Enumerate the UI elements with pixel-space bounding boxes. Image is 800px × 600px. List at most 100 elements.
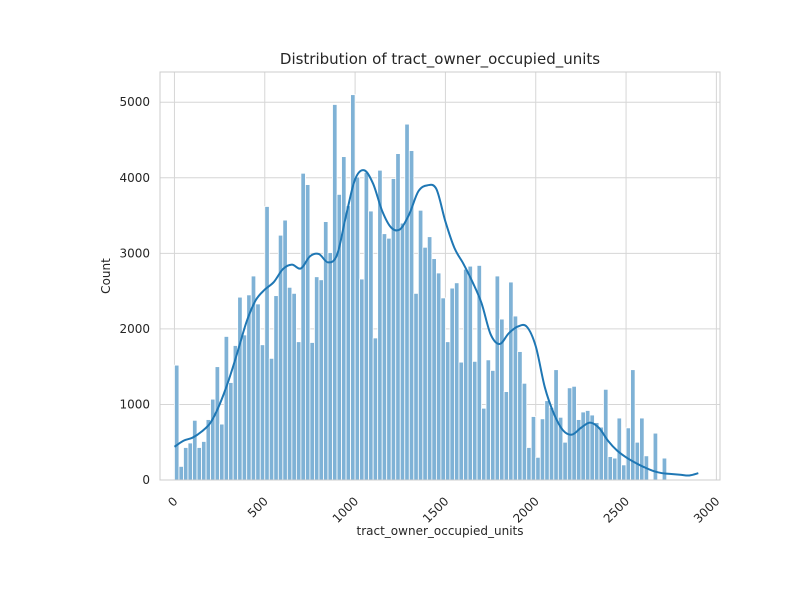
histogram-bar [521, 382, 528, 481]
histogram-bar [463, 268, 469, 481]
histogram-bar [454, 282, 460, 481]
histogram-bar [661, 457, 668, 481]
histogram-bar [616, 417, 622, 481]
histogram-bar [634, 441, 641, 481]
histogram-bar [223, 336, 230, 481]
histogram-bar [282, 219, 288, 481]
histogram-bar [485, 359, 491, 481]
histogram-bar [286, 286, 293, 481]
histogram-bar [359, 278, 365, 481]
histogram-bar [458, 361, 464, 481]
histogram-bar [300, 172, 306, 481]
histogram-bar [598, 426, 604, 481]
histogram-bar [431, 258, 437, 481]
histogram-bar [350, 94, 356, 481]
histogram-bar [494, 275, 501, 481]
histogram-bar [201, 441, 207, 481]
histogram-bar [174, 364, 180, 481]
histogram-bar [341, 156, 347, 481]
histogram-bar [435, 272, 442, 481]
histogram-bar [219, 423, 225, 481]
histogram-bar [449, 287, 455, 481]
histogram-bar [585, 410, 591, 481]
plot-frame [159, 71, 721, 481]
histogram-bar [422, 246, 428, 481]
histogram-bar [210, 398, 216, 481]
y-tick-labels: 0 1000 2000 3000 4000 5000 [119, 95, 150, 487]
histogram-bar [205, 419, 211, 481]
histogram-bar [363, 172, 370, 481]
histogram-bar [178, 465, 184, 481]
histogram-bar [354, 176, 361, 481]
histogram-bar [535, 456, 541, 481]
histogram-bar [264, 206, 270, 481]
histogram-bar [553, 369, 559, 481]
histogram-bar [426, 236, 433, 481]
histogram-bar [246, 294, 252, 481]
y-tick-label: 2000 [119, 322, 150, 336]
histogram-bar [512, 315, 519, 481]
histogram-bar [490, 370, 496, 481]
histogram-bar [241, 334, 248, 481]
histogram-bar [345, 205, 351, 481]
histogram-bar [639, 417, 645, 481]
histogram-bar [377, 169, 383, 481]
histogram-bar [291, 292, 297, 481]
histogram-bar [237, 296, 243, 481]
histogram-bar [196, 447, 202, 481]
histogram-bar [612, 457, 618, 481]
histogram-bar [386, 237, 392, 481]
histogram-bar [467, 265, 473, 481]
histogram-bar [607, 456, 613, 481]
histogram-bar [530, 416, 537, 481]
histogram-bar [445, 341, 451, 481]
histogram-bar [309, 342, 315, 481]
histogram-bar [630, 369, 636, 481]
kde-curve [173, 169, 699, 477]
histogram-bar [187, 442, 193, 481]
histogram-bar [399, 222, 406, 481]
histogram-bar [472, 360, 478, 481]
histogram-bar [368, 210, 374, 481]
y-axis-label: Count [99, 258, 113, 294]
histogram-bar [408, 150, 415, 481]
histogram-bar [526, 447, 532, 481]
chart-title: Distribution of tract_owner_occupied_uni… [280, 50, 600, 69]
y-tick-label: 1000 [119, 397, 150, 411]
kde-curve-layer [173, 169, 699, 477]
y-tick-label: 4000 [119, 171, 150, 185]
histogram-bar [228, 382, 234, 481]
histogram-bar [268, 357, 275, 481]
histogram-bar [327, 252, 333, 481]
histogram-bar [214, 366, 221, 481]
histogram-bar [318, 279, 324, 481]
histogram-bar [273, 295, 279, 481]
histogram-bar [305, 184, 311, 481]
histogram-bar [255, 303, 261, 481]
histogram-bar [395, 153, 401, 481]
histogram-bar [440, 297, 446, 481]
histogram-bar [580, 411, 586, 481]
histogram-bar [390, 178, 397, 481]
histogram-bar [544, 400, 550, 481]
y-tick-label: 3000 [119, 246, 150, 260]
histogram-bar [381, 233, 388, 481]
histogram-bar [539, 418, 546, 481]
histogram-bar [404, 123, 410, 481]
histogram-bar [625, 427, 631, 481]
x-axis-label: tract_owner_occupied_units [357, 524, 524, 538]
histogram-bar [594, 422, 600, 481]
histogram-bar [314, 276, 320, 481]
histogram-bar [517, 351, 523, 481]
y-tick-label: 0 [142, 473, 150, 487]
histogram-bar [295, 341, 302, 481]
histogram-bar [508, 281, 514, 481]
histogram-bar [503, 391, 510, 481]
histogram-bar [192, 419, 198, 481]
histogram-bar [372, 337, 379, 481]
histogram-bar [481, 407, 487, 481]
histogram-bar [413, 292, 419, 481]
histogram-bar [183, 447, 189, 481]
